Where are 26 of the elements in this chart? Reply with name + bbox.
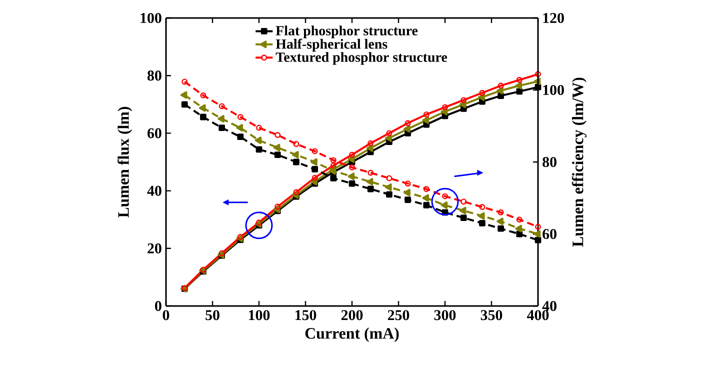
legend-label: Flat phosphor structure [276,26,418,38]
x-tick-label: 200 [341,310,363,320]
legend-label: Half-spherical lens [276,38,388,52]
x-tick-label: 0 [162,310,170,320]
y2-axis-title: Lumen efficiency (lm/W) [572,78,587,247]
y-tick-label: 40 [147,186,162,196]
x-tick-label: 350 [480,310,502,320]
x-tick-label: 150 [296,310,316,320]
x-tick-label: 400 [527,310,549,320]
legend-label: Textured phosphor structure [276,52,448,65]
y-tick-label: 0 [155,300,162,312]
y2-tick-label: 100 [543,84,564,96]
y2-tick-label: 40 [542,300,556,312]
y-tick-label: 100 [140,12,162,24]
x-tick-label: 300 [434,310,456,320]
y-tick-label: 60 [148,128,162,138]
y2-tick-label: 120 [543,12,564,24]
x-tick-label: 250 [388,310,410,320]
y2-tick-label: 60 [542,228,556,240]
y-tick-label: 80 [147,70,162,81]
x-tick-label: 100 [248,310,270,320]
x-tick-label: 50 [206,310,220,320]
y-tick-label: 20 [148,243,162,254]
x-axis-title: Current (mA) [305,328,399,342]
y-axis-title: Lumen flux (lm) [118,106,132,218]
y2-tick-label: 80 [542,156,556,168]
